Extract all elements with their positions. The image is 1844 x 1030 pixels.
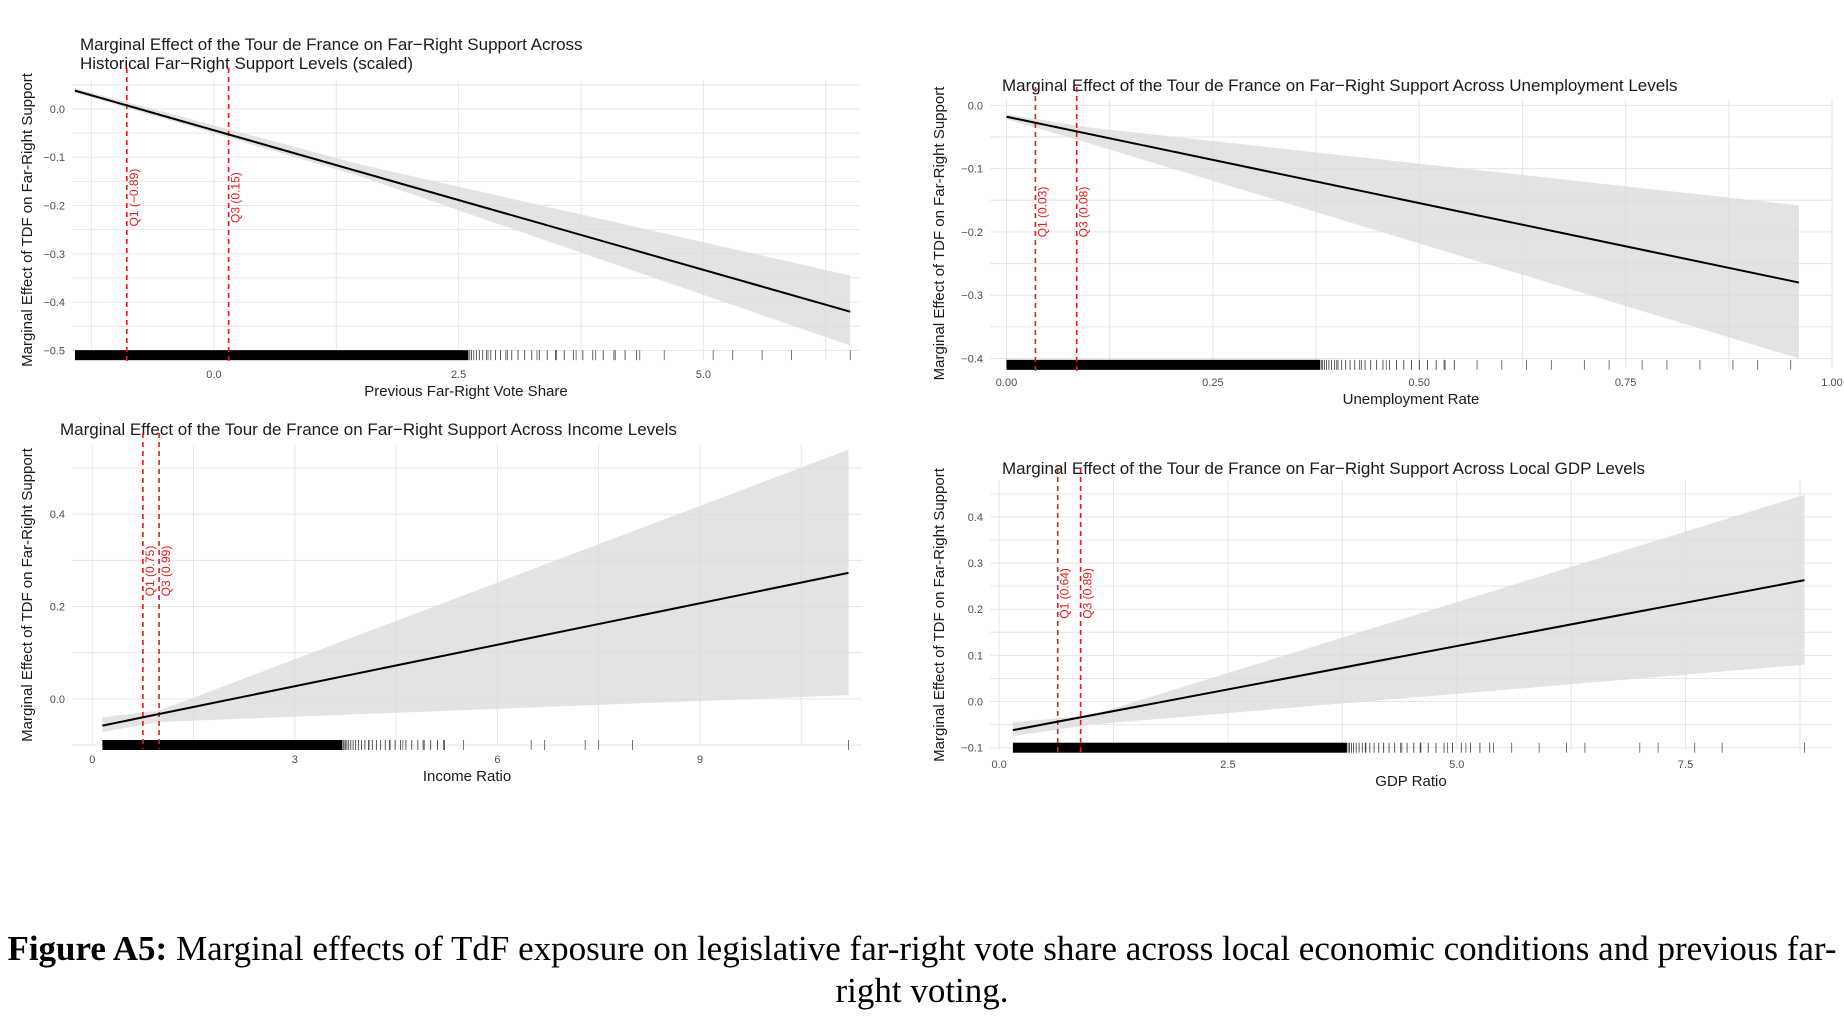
y-tick-label: −0.3 — [43, 249, 65, 261]
chart-panel-gdp: Marginal Effect of the Tour de France on… — [920, 450, 1844, 925]
y-tick-label: −0.5 — [43, 345, 65, 357]
y-tick-label: 0.2 — [968, 604, 983, 616]
y-tick-label: 0.0 — [50, 104, 65, 116]
chart-title-line: Historical Far−Right Support Levels (sca… — [80, 54, 413, 73]
y-axis-label: Marginal Effect of TDF on Far-Right Supp… — [931, 86, 948, 381]
quartile-label: Q1 (−0.89) — [127, 169, 141, 227]
y-tick-label: 0.4 — [50, 509, 65, 521]
y-tick-label: 0.0 — [50, 694, 65, 706]
rug-dense-block — [1012, 742, 1347, 753]
rug — [102, 740, 849, 750]
rug-dense-block — [74, 350, 469, 361]
y-tick-label: −0.1 — [43, 152, 65, 164]
y-axis-label: Marginal Effect of TDF on Far-Right Supp… — [19, 447, 36, 742]
y-axis-label: Marginal Effect of TDF on Far-Right Supp… — [19, 72, 36, 367]
x-tick-label: 5.0 — [696, 369, 711, 381]
y-tick-label: −0.1 — [961, 743, 983, 755]
chart-title-line: Marginal Effect of the Tour de France on… — [80, 35, 583, 54]
quartile-label: Q3 (0.89) — [1081, 568, 1095, 619]
confidence-band — [1012, 494, 1805, 737]
figure-caption-text: Marginal effects of TdF exposure on legi… — [175, 929, 1837, 1010]
y-tick-label: 0.0 — [968, 697, 983, 709]
y-tick-label: −0.3 — [961, 290, 983, 302]
confidence-band — [102, 449, 849, 733]
chart-previous-vote-share: Marginal Effect of the Tour de France on… — [19, 35, 860, 400]
y-tick-label: −0.2 — [43, 201, 65, 213]
marginal-effect-line — [1012, 579, 1805, 732]
figure-label: Figure A5: — [7, 929, 168, 968]
x-tick-label: 2.5 — [1220, 759, 1235, 771]
chart-unemployment: Marginal Effect of the Tour de France on… — [931, 76, 1843, 408]
y-tick-label: −0.2 — [961, 227, 983, 239]
x-axis-label: Income Ratio — [423, 768, 511, 785]
quartile-label: Q3 (0.08) — [1077, 187, 1091, 238]
chart-title-line: Marginal Effect of the Tour de France on… — [1002, 76, 1677, 95]
rug — [74, 350, 851, 361]
x-tick-label: 0.25 — [1202, 377, 1223, 389]
chart-panel-unemployment: Marginal Effect of the Tour de France on… — [920, 65, 1844, 415]
x-tick-label: 6 — [494, 754, 500, 766]
x-tick-label: 1.00 — [1821, 377, 1842, 389]
chart-title-line: Marginal Effect of the Tour de France on… — [60, 420, 677, 439]
x-tick-label: 0.00 — [996, 377, 1017, 389]
y-tick-label: 0.0 — [968, 100, 983, 112]
x-tick-label: 9 — [697, 754, 703, 766]
y-axis-label: Marginal Effect of TDF on Far-Right Supp… — [931, 467, 948, 762]
rug-dense-block — [1006, 359, 1321, 370]
x-tick-label: 7.5 — [1678, 759, 1693, 771]
chart-panel-previous-vote-share: Marginal Effect of the Tour de France on… — [0, 20, 900, 415]
rug — [1006, 359, 1792, 370]
quartile-label: Q3 (0.15) — [229, 172, 243, 223]
marginal-effect-line — [74, 89, 851, 313]
y-tick-label: −0.4 — [961, 354, 983, 366]
x-tick-label: 0.50 — [1409, 377, 1430, 389]
chart-title-line: Marginal Effect of the Tour de France on… — [1002, 459, 1645, 478]
x-tick-label: 0.75 — [1615, 377, 1636, 389]
chart-income: Marginal Effect of the Tour de France on… — [19, 420, 862, 785]
quartile-label: Q1 (0.03) — [1035, 187, 1049, 238]
x-axis-label: Unemployment Rate — [1343, 391, 1480, 408]
confidence-band — [74, 88, 851, 346]
y-tick-label: 0.3 — [968, 558, 983, 570]
y-tick-label: 0.2 — [50, 602, 65, 614]
x-tick-label: 0.0 — [992, 759, 1007, 771]
figure-caption: Figure A5: Marginal effects of TdF expos… — [0, 928, 1844, 1012]
x-tick-label: 5.0 — [1449, 759, 1464, 771]
marginal-effect-line — [1006, 115, 1800, 284]
quartile-label: Q1 (0.64) — [1058, 568, 1072, 619]
chart-gdp: Marginal Effect of the Tour de France on… — [931, 459, 1832, 790]
y-tick-label: −0.4 — [43, 297, 65, 309]
x-tick-label: 2.5 — [451, 369, 466, 381]
rug — [1012, 742, 1805, 753]
rug-dense-block — [102, 740, 343, 750]
chart-panel-income: Marginal Effect of the Tour de France on… — [0, 415, 900, 925]
confidence-band — [1006, 114, 1799, 359]
x-tick-label: 0.0 — [206, 369, 221, 381]
x-tick-label: 0 — [89, 754, 95, 766]
marginal-effect-line — [102, 571, 849, 727]
y-tick-label: 0.4 — [968, 512, 983, 524]
y-tick-label: −0.1 — [961, 164, 983, 176]
y-tick-label: 0.1 — [968, 650, 983, 662]
quartile-label: Q1 (0.75) — [143, 546, 157, 597]
x-axis-label: Previous Far-Right Vote Share — [364, 383, 567, 400]
x-tick-label: 3 — [292, 754, 298, 766]
quartile-label: Q3 (0.99) — [159, 546, 173, 597]
x-axis-label: GDP Ratio — [1375, 773, 1446, 790]
